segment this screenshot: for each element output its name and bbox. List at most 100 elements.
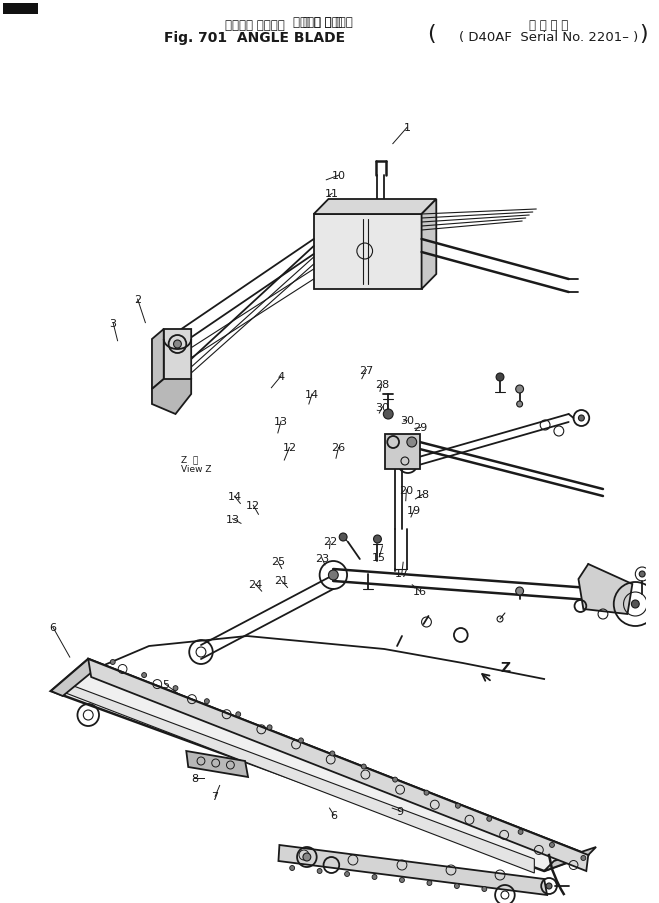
Circle shape [142,673,146,678]
Polygon shape [152,330,163,389]
Circle shape [424,790,429,796]
Text: 30: 30 [400,415,414,426]
Text: 3: 3 [109,318,117,329]
Text: 6: 6 [49,622,57,633]
Circle shape [173,340,181,349]
Polygon shape [314,200,436,215]
Circle shape [345,871,349,877]
Text: ): ) [639,24,648,44]
Polygon shape [51,659,98,696]
Text: Z  号: Z 号 [181,454,198,463]
Circle shape [339,534,347,542]
Circle shape [393,777,397,782]
Circle shape [236,712,241,717]
Text: 29: 29 [413,423,428,433]
Text: 12: 12 [283,442,297,453]
Text: 14: 14 [227,491,242,502]
Text: 1: 1 [403,123,411,134]
Polygon shape [152,379,191,414]
Circle shape [330,751,335,756]
Circle shape [546,883,552,889]
Text: 4: 4 [277,371,285,382]
Text: 16: 16 [413,586,427,597]
Text: 7: 7 [212,791,219,802]
Text: 8: 8 [191,773,198,784]
Polygon shape [279,845,547,895]
Polygon shape [163,330,191,399]
Circle shape [173,686,178,691]
Circle shape [267,725,272,730]
Circle shape [518,830,523,834]
Polygon shape [544,847,596,871]
Text: アングル ブレード: アングル ブレード [293,15,353,29]
Polygon shape [314,215,422,290]
Circle shape [407,438,416,448]
Circle shape [427,880,432,886]
Text: 12: 12 [246,500,260,511]
Text: Fig. 701  ANGLE BLADE: Fig. 701 ANGLE BLADE [164,31,345,45]
Text: ( D40AF  Serial No. 2201– ): ( D40AF Serial No. 2201– ) [459,31,639,44]
Circle shape [317,869,322,873]
Text: 11: 11 [325,189,339,200]
Circle shape [372,874,377,880]
Circle shape [374,535,382,544]
Polygon shape [88,659,588,871]
Text: 10: 10 [331,171,345,182]
Circle shape [299,738,303,743]
Polygon shape [186,751,248,777]
Text: 26: 26 [331,442,345,453]
Text: 27: 27 [359,365,374,376]
Circle shape [361,764,366,769]
Text: 19: 19 [407,505,421,516]
Polygon shape [51,659,588,871]
Text: 25: 25 [271,556,285,567]
Circle shape [455,883,459,889]
Text: 22: 22 [323,536,337,547]
Circle shape [404,460,412,468]
Circle shape [550,842,554,848]
Bar [3,4,38,15]
Circle shape [110,660,115,665]
Text: 13: 13 [225,514,240,525]
Text: 13: 13 [274,416,288,427]
Text: 通 用 号 機: 通 用 号 機 [529,19,569,32]
Text: Z: Z [500,660,510,675]
Text: (: ( [427,24,436,44]
Text: 28: 28 [375,379,389,390]
Circle shape [455,804,460,808]
Text: 30: 30 [376,402,389,413]
Circle shape [399,878,405,882]
Circle shape [631,600,639,609]
Circle shape [384,410,393,420]
Circle shape [303,853,311,861]
Circle shape [487,816,492,822]
Text: 6: 6 [331,810,337,821]
Text: 17: 17 [395,568,409,579]
Polygon shape [422,200,436,290]
Text: View Z: View Z [181,464,212,473]
Circle shape [516,386,523,394]
Polygon shape [66,684,534,873]
Text: 23: 23 [315,553,329,563]
Circle shape [290,866,295,870]
Circle shape [579,415,585,422]
Circle shape [517,402,523,407]
Circle shape [482,887,487,891]
Text: 5: 5 [162,679,169,690]
Text: 通 用 号 機: 通 用 号 機 [303,15,342,29]
Text: 24: 24 [248,579,262,590]
Text: 21: 21 [274,575,288,586]
Text: 20: 20 [399,485,413,496]
Text: 15: 15 [372,552,386,563]
Polygon shape [386,434,420,470]
Circle shape [581,855,586,861]
Circle shape [204,699,210,704]
Polygon shape [579,564,633,614]
Text: アングル ブレード: アングル ブレード [225,19,285,32]
Text: 14: 14 [305,389,319,400]
Circle shape [496,374,504,382]
Circle shape [639,572,645,577]
Text: 2: 2 [134,294,141,305]
Circle shape [516,587,523,595]
Text: 18: 18 [415,489,430,500]
